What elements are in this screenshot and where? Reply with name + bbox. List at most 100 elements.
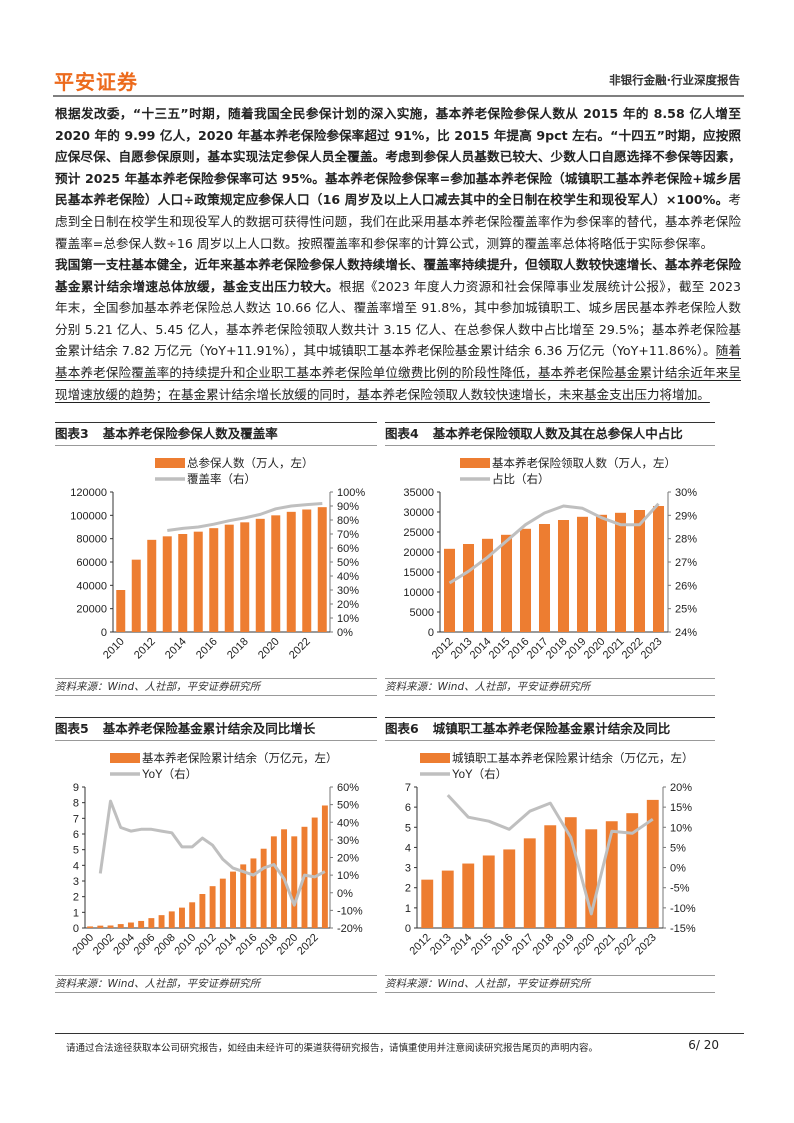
bar — [317, 507, 327, 632]
paragraph-coverage: 根据发改委，“十三五”时期，随着我国全民参保计划的深入实施，基本养老保险参保人数… — [55, 103, 741, 254]
right-tick-label: -15% — [670, 923, 696, 935]
left-tick-label: 7 — [73, 813, 79, 825]
x-tick-label: 2002 — [91, 932, 117, 958]
right-tick-label: 50% — [337, 557, 359, 569]
right-tick-label: 100% — [337, 487, 365, 499]
x-tick-label: 2004 — [111, 932, 137, 958]
text-segment: 我国第一支柱基本健全，近年来基本养老保险参保人数持续增长、覆盖率持续提升，但领取… — [55, 257, 741, 294]
text-segment: 根据发改委，“十三五”时期，随着我国全民参保计划的深入实施，基本养老保险参保人数… — [55, 106, 741, 208]
bar — [523, 838, 536, 928]
bar — [168, 911, 175, 928]
footer-disclaimer: 请通过合法途径获取本公司研究报告，如经由未经许可的渠道获得研究报告，请慎重使用并… — [66, 1043, 599, 1054]
bar — [138, 920, 145, 928]
figure-caption: 城镇职工基本养老保险基金累计结余及同比 — [432, 721, 671, 736]
text-segment: 根据《2023 年度人力资源和社会保障事业发展统计公报》，截至 2023 年末，… — [55, 278, 741, 359]
bar — [291, 836, 298, 928]
bar — [500, 534, 513, 632]
x-tick-label: 2019 — [563, 636, 589, 662]
x-tick-label: 2000 — [70, 932, 96, 958]
legend-bar-swatch — [110, 753, 140, 763]
x-tick-label: 2023 — [633, 932, 659, 958]
left-tick-label: 120000 — [70, 487, 107, 499]
legend-bar-swatch — [420, 753, 450, 763]
x-tick-label: 2014 — [468, 636, 494, 662]
left-tick-label: 0 — [101, 627, 107, 639]
right-tick-label: 24% — [675, 627, 697, 639]
bar — [614, 512, 627, 632]
figure-number: 图表6 — [385, 721, 419, 736]
bar — [633, 510, 646, 632]
x-tick-label: 2017 — [525, 636, 551, 662]
right-tick-label: 5% — [670, 842, 686, 854]
left-tick-label: 5000 — [410, 607, 434, 619]
legend-bar-label: 总参保人数（万人，左） — [187, 456, 314, 470]
bar — [224, 524, 234, 632]
right-tick-label: 29% — [675, 510, 697, 522]
right-tick-label: 30% — [675, 487, 697, 499]
figure-4: 图表4 基本养老保险领取人数及其在总参保人中占比 基本养老保险领取人数（万人，左）… — [385, 422, 715, 696]
x-tick-label: 2016 — [194, 636, 220, 662]
figure-5: 图表5 基本养老保险基金累计结余及同比增长 基本养老保险累计结余（万亿元，左） Yo… — [55, 717, 377, 993]
bar — [209, 528, 219, 632]
x-tick-label: 2006 — [132, 932, 158, 958]
legend-bar-label: 基本养老保险累计结余（万亿元，左） — [142, 751, 338, 765]
right-tick-label: 10% — [337, 613, 359, 625]
left-tick-label: 35000 — [403, 487, 434, 499]
bar — [421, 879, 434, 928]
bar — [441, 870, 454, 928]
bar — [178, 534, 188, 632]
figure-title: 图表4 基本养老保险领取人数及其在总参保人中占比 — [385, 422, 715, 446]
bar — [462, 544, 475, 632]
x-tick-label: 2021 — [592, 932, 618, 958]
bar — [250, 858, 257, 928]
right-tick-label: 20% — [337, 599, 359, 611]
figure-caption: 基本养老保险领取人数及其在总参保人中占比 — [432, 426, 683, 441]
right-tick-label: 40% — [337, 571, 359, 583]
chart-urban-fund-balance: 城镇职工基本养老保险累计结余（万亿元，左） YoY（右） 0 1 2 3 4 5 6 7 -15% -… — [405, 751, 696, 958]
bar — [311, 817, 318, 928]
page-number: 6/ 20 — [688, 1038, 719, 1052]
right-tick-label: 27% — [675, 557, 697, 569]
x-tick-label: 2022 — [295, 932, 321, 958]
x-tick-label: 2016 — [234, 932, 260, 958]
bar — [117, 924, 124, 928]
right-tick-label: 0% — [337, 627, 353, 639]
bar — [260, 848, 267, 928]
x-tick-label: 2012 — [193, 932, 219, 958]
x-tick-label: 2014 — [213, 932, 239, 958]
chart-recipients-share: 基本养老保险领取人数（万人，左） 占比（右） 0 5000 10000 15000 2000… — [403, 456, 697, 662]
figure-title: 图表5 基本养老保险基金累计结余及同比增长 — [55, 717, 377, 741]
bar — [97, 925, 104, 928]
report-category: 非银行金融·行业深度报告 — [609, 73, 740, 87]
bar — [557, 520, 570, 632]
x-tick-label: 2020 — [572, 932, 598, 958]
legend-bar-swatch — [460, 458, 490, 468]
bar — [158, 915, 165, 928]
bar — [127, 922, 134, 928]
right-tick-label: 25% — [675, 604, 697, 616]
bar — [107, 925, 114, 928]
figure-number: 图表4 — [385, 426, 419, 441]
x-tick-label: 2020 — [582, 636, 608, 662]
figure-3: 图表3 基本养老保险参保人数及覆盖率 总参保人数（万人，左） 覆盖率（右） 0 2000… — [55, 422, 377, 696]
right-tick-label: 15% — [670, 802, 692, 814]
left-tick-label: 100000 — [70, 510, 107, 522]
brand-logo: 平安证券 — [54, 70, 138, 94]
bar — [147, 539, 157, 632]
bar — [605, 821, 618, 928]
x-tick-label: 2015 — [487, 636, 513, 662]
right-tick-label: 0% — [670, 863, 686, 875]
line-series — [448, 502, 660, 585]
bar — [576, 516, 589, 632]
chart-fund-balance: 基本养老保险累计结余（万亿元，左） YoY（右） 0 1 2 3 4 5 6 7 8 9 -20% -10… — [70, 751, 362, 958]
bar — [595, 514, 608, 632]
legend-bar-label: 城镇职工基本养老保险累计结余（万亿元，左） — [452, 751, 694, 765]
bar — [544, 825, 557, 928]
right-tick-label: 60% — [337, 543, 359, 555]
left-tick-label: 20000 — [403, 547, 434, 559]
right-tick-label: -5% — [670, 883, 690, 895]
x-tick-label: 2008 — [152, 932, 178, 958]
left-tick-label: 80000 — [76, 534, 107, 546]
bar — [482, 855, 495, 928]
bar — [538, 524, 551, 632]
